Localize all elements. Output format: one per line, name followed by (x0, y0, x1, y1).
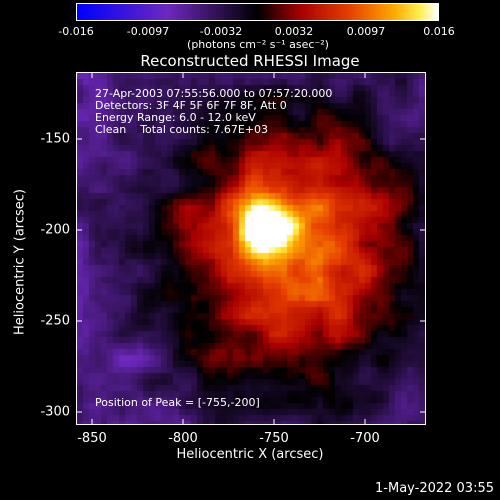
y-axis-label: Heliocentric Y (arcsec) (12, 189, 28, 335)
image-plot: 27-Apr-2003 07:55:56.000 to 07:57:20.000… (76, 72, 426, 425)
x-tick-label: -750 (259, 431, 289, 446)
y-tick-label: -300 (40, 404, 70, 420)
colorbar-tick-label: 0.0032 (274, 25, 314, 38)
peak-position-text: Position of Peak = [-755,-200] (95, 396, 260, 409)
colorbar-tick-label: -0.0032 (199, 25, 243, 38)
x-tick-label: -800 (168, 431, 198, 446)
flare-heatmap (77, 73, 425, 424)
y-tick-label: -200 (40, 222, 70, 238)
colorbar-tick-label: 0.016 (423, 25, 455, 38)
colorbar-tick-label: -0.016 (58, 25, 94, 38)
clean-counts-text: Clean Total counts: 7.67E+03 (95, 123, 269, 136)
colorbar-unit-label: (photons cm⁻² s⁻¹ asec⁻²) (187, 38, 329, 51)
plot-datestamp: 1-May-2022 03:55 (375, 481, 494, 496)
energy-range-text: Energy Range: 6.0 - 12.0 keV (95, 111, 256, 124)
y-tick-label: -150 (40, 131, 70, 147)
x-axis-label: Heliocentric X (arcsec) (176, 447, 324, 462)
time-range-text: 27-Apr-2003 07:55:56.000 to 07:57:20.000 (95, 87, 333, 100)
colorbar (76, 3, 439, 21)
image-title: Reconstructed RHESSI Image (140, 52, 360, 70)
x-tick-label: -850 (77, 431, 107, 446)
x-tick-label: -700 (350, 431, 380, 446)
colorbar-tick-label: -0.0097 (126, 25, 170, 38)
detectors-text: Detectors: 3F 4F 5F 6F 7F 8F, Att 0 (95, 99, 287, 112)
colorbar-tick-label: 0.0097 (346, 25, 386, 38)
y-tick-label: -250 (40, 313, 70, 329)
